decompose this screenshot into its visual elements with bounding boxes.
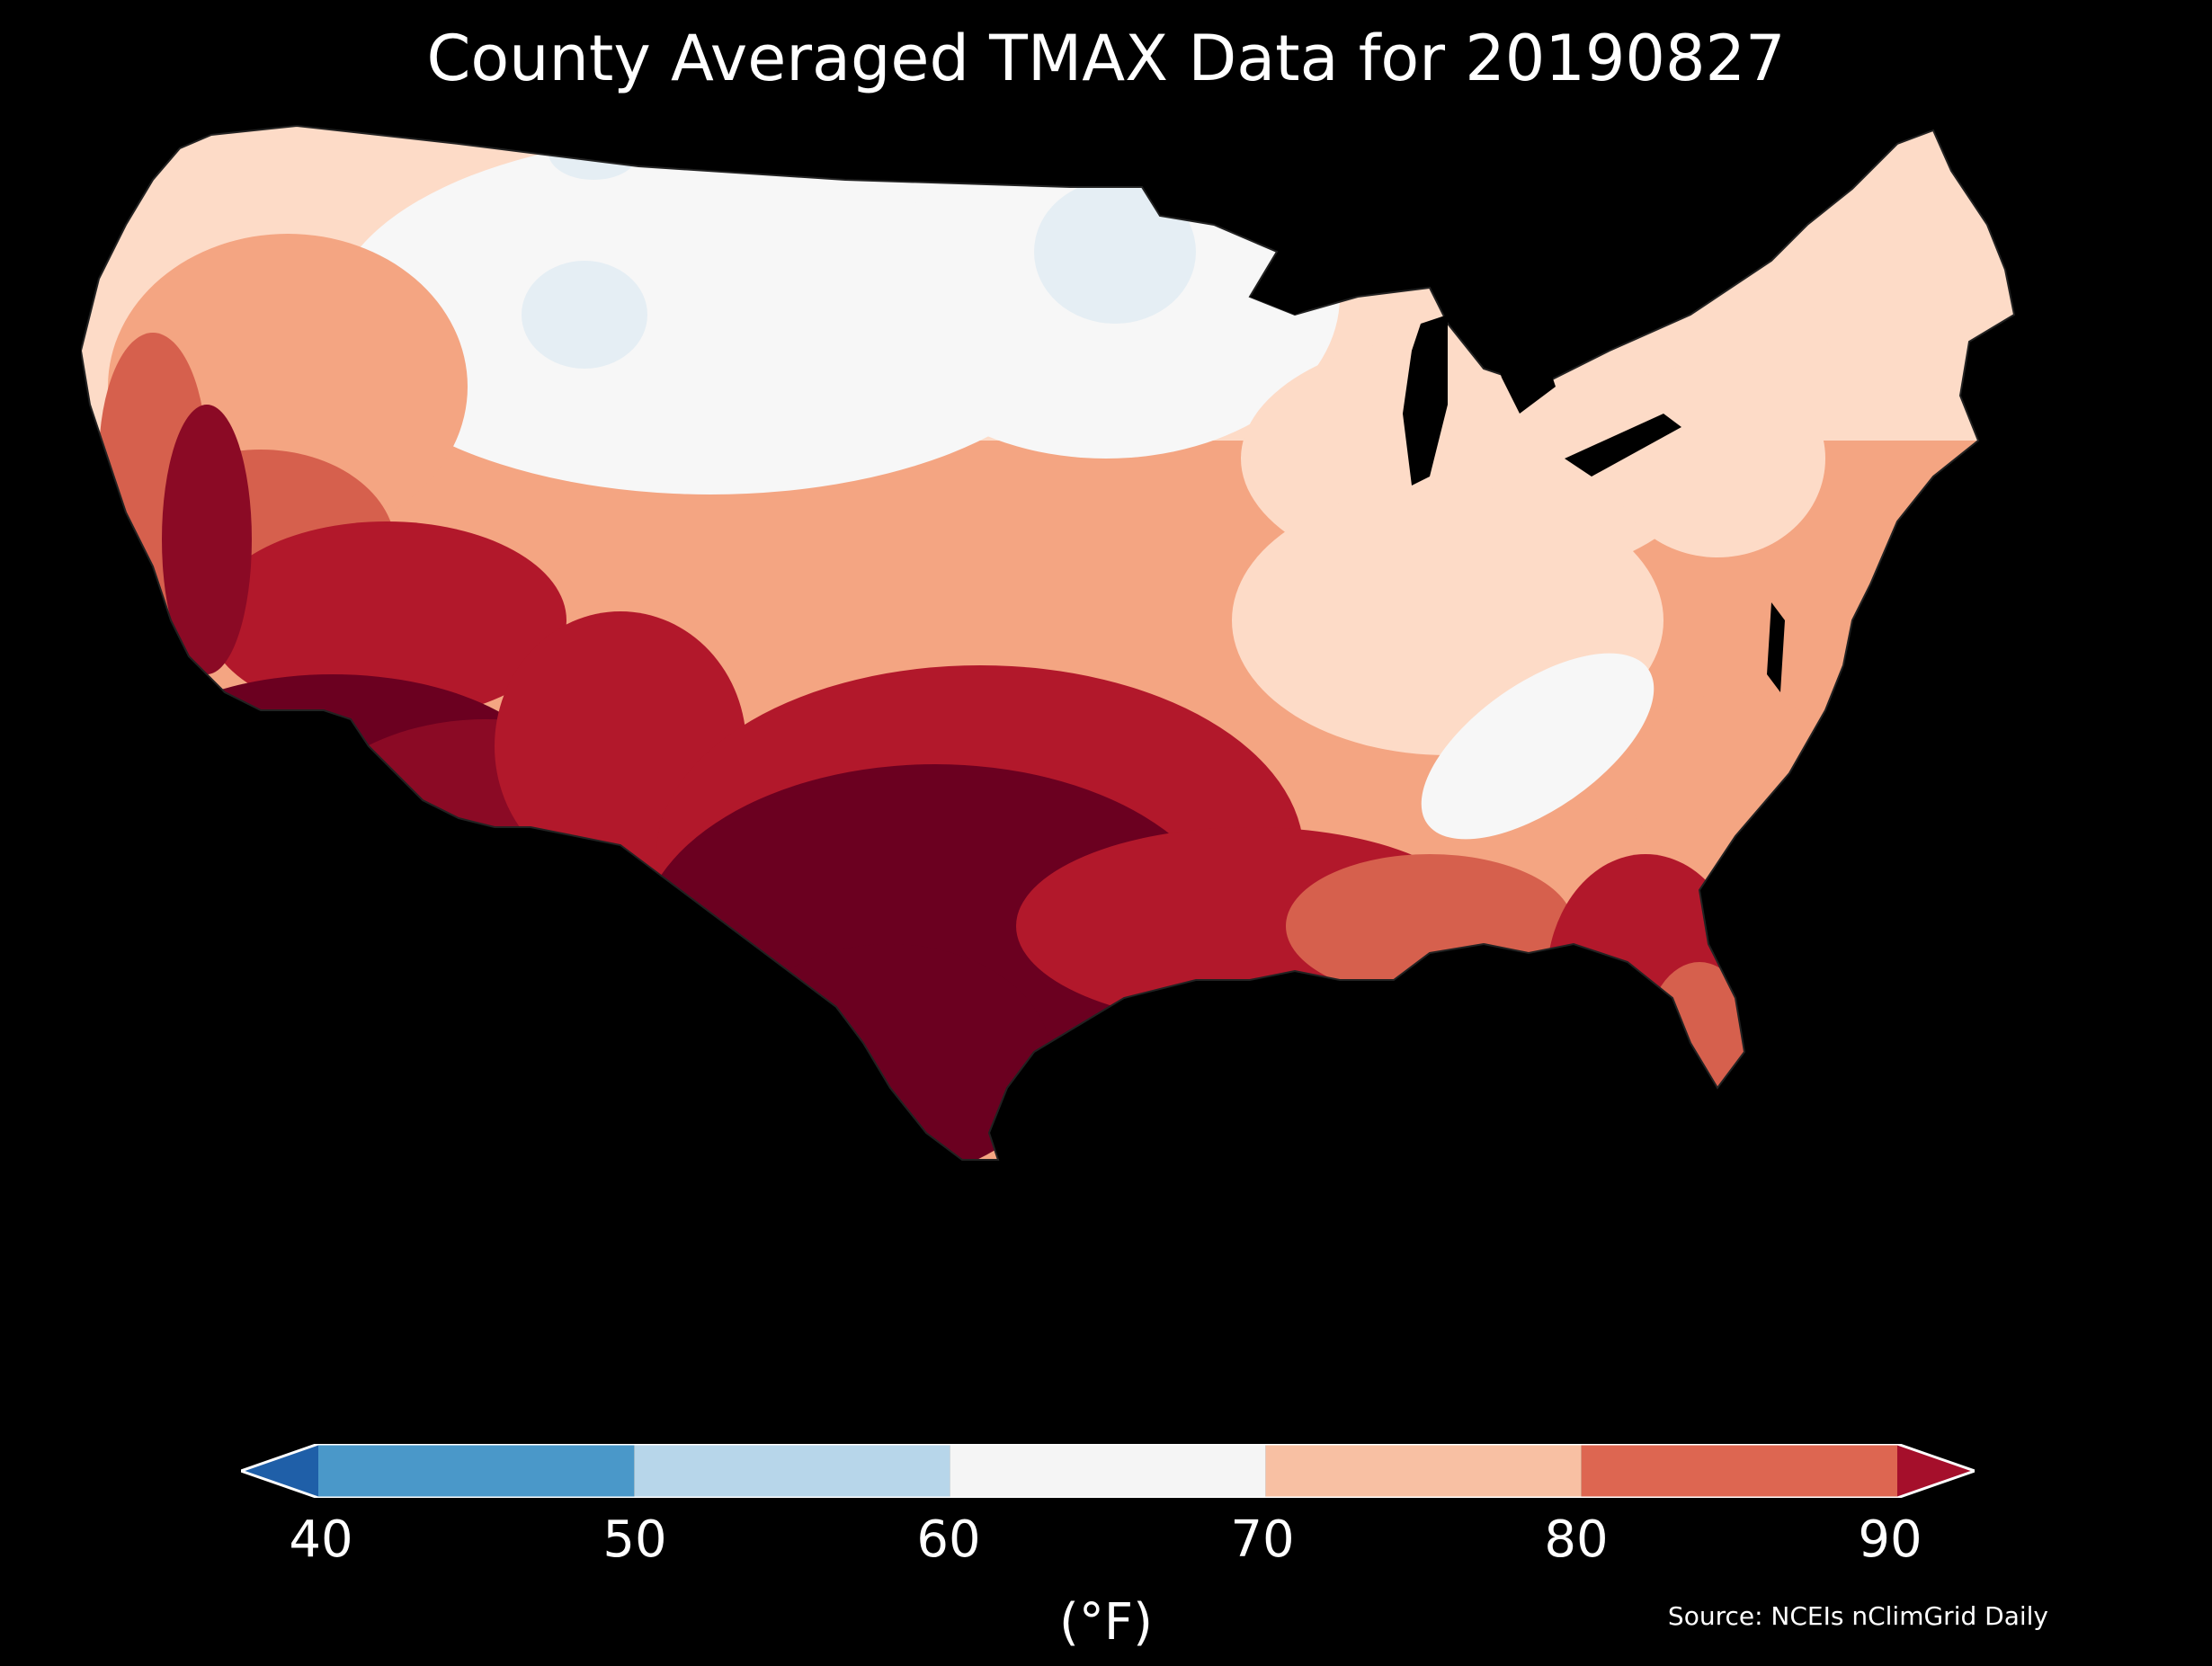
colorbar-svg: [241, 1444, 1975, 1498]
colorbar-segment: [634, 1444, 950, 1498]
source-note: Source: NCEIs nClimGrid Daily: [1667, 1601, 2048, 1631]
colorbar-segment: [1265, 1444, 1582, 1498]
colorbar: [241, 1444, 1975, 1498]
lake-michigan: [1403, 315, 1448, 486]
colorbar-tick-label: 70: [1230, 1510, 1295, 1569]
colorbar-tick-label: 60: [916, 1510, 981, 1569]
colorbar-tick-label: 90: [1858, 1510, 1922, 1569]
colorbar-units-label: (°F): [1059, 1593, 1153, 1652]
colorbar-extend-under: [241, 1444, 318, 1498]
lake-superior: [1250, 234, 1403, 315]
map-title: County Averaged TMAX Data for 20190827: [426, 22, 1786, 95]
choropleth-map: [81, 117, 2131, 1394]
colorbar-extend-over: [1897, 1444, 1975, 1498]
colorbar-segment: [318, 1444, 635, 1498]
lake-huron: [1484, 324, 1556, 414]
temperature-fill: [81, 126, 2014, 1160]
chesapeake-bay: [1767, 602, 1785, 692]
lake-erie: [1565, 414, 1681, 477]
colorbar-tick-label: 40: [289, 1510, 353, 1569]
colorbar-tick-label: 80: [1544, 1510, 1609, 1569]
us-county-map: [81, 124, 2016, 1161]
colorbar-segment: [1581, 1444, 1897, 1498]
colorbar-tick-label: 50: [602, 1510, 667, 1569]
colorbar-segment: [950, 1444, 1266, 1498]
